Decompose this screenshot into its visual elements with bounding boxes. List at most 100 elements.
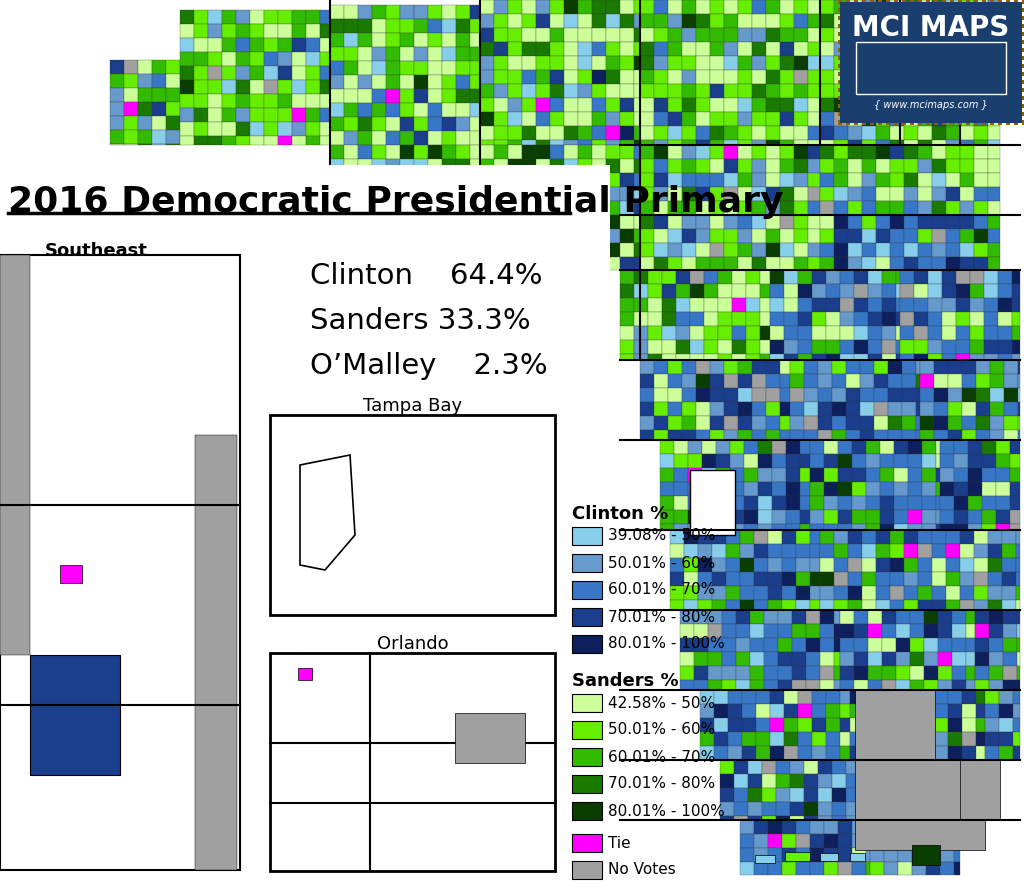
Bar (961, 760, 1000, 820)
Bar (876, 56, 890, 70)
Bar (480, 0, 494, 14)
Bar (370, 795, 384, 809)
Bar (400, 5, 414, 19)
Bar (592, 243, 606, 257)
Bar (468, 669, 482, 683)
Bar (428, 187, 442, 201)
Bar (212, 719, 226, 733)
Bar (999, 732, 1013, 746)
Bar (286, 725, 300, 739)
Bar (44, 467, 58, 481)
Bar (286, 459, 300, 473)
Bar (358, 61, 372, 75)
Bar (784, 718, 798, 732)
Bar (826, 746, 840, 760)
Bar (688, 440, 702, 454)
Bar (44, 453, 58, 467)
Bar (772, 468, 786, 482)
Bar (838, 848, 852, 862)
Bar (918, 159, 932, 173)
Bar (866, 454, 880, 468)
Bar (946, 201, 961, 215)
Bar (44, 705, 58, 719)
Bar (272, 697, 286, 711)
Bar (946, 56, 961, 70)
Bar (226, 789, 238, 803)
Bar (482, 655, 496, 669)
Bar (356, 781, 370, 795)
Bar (948, 388, 962, 402)
Bar (170, 579, 184, 593)
Bar (766, 187, 780, 201)
Bar (72, 565, 86, 579)
Bar (850, 732, 864, 746)
Bar (1010, 454, 1020, 468)
Bar (1013, 718, 1020, 732)
Bar (752, 14, 766, 28)
Bar (16, 551, 30, 565)
Bar (932, 42, 946, 56)
Bar (824, 468, 838, 482)
Bar (468, 557, 482, 571)
Bar (128, 509, 142, 523)
Bar (142, 537, 156, 551)
Bar (862, 530, 876, 544)
Bar (30, 859, 44, 868)
Bar (412, 739, 426, 753)
Bar (974, 572, 988, 586)
Bar (496, 473, 510, 487)
Bar (286, 767, 300, 781)
Bar (156, 859, 170, 868)
Bar (356, 865, 370, 869)
Bar (30, 383, 44, 397)
Bar (114, 761, 128, 775)
Bar (732, 312, 746, 326)
Bar (772, 440, 786, 454)
Bar (752, 374, 766, 388)
Bar (306, 52, 319, 66)
Bar (496, 697, 510, 711)
Bar (890, 229, 904, 243)
Bar (124, 88, 138, 102)
Bar (668, 416, 682, 430)
Bar (928, 354, 942, 360)
Bar (956, 312, 970, 326)
Bar (904, 14, 918, 28)
Bar (384, 487, 398, 501)
Bar (654, 416, 668, 430)
Bar (522, 28, 536, 42)
Bar (984, 284, 998, 298)
Bar (720, 788, 734, 802)
Bar (756, 704, 770, 718)
Bar (226, 859, 238, 868)
Bar (356, 529, 370, 543)
Bar (278, 24, 292, 38)
Bar (86, 579, 100, 593)
Bar (100, 355, 114, 369)
Bar (831, 430, 846, 440)
Bar (752, 201, 766, 215)
Bar (820, 624, 834, 638)
Bar (754, 600, 768, 610)
Bar (480, 215, 494, 229)
Bar (738, 402, 752, 416)
Bar (536, 70, 550, 84)
Bar (982, 524, 996, 530)
Bar (180, 10, 194, 24)
Bar (862, 173, 876, 187)
Bar (128, 579, 142, 593)
Bar (328, 459, 342, 473)
Bar (990, 0, 994, 2)
Bar (272, 781, 286, 795)
Bar (682, 257, 696, 270)
Bar (538, 683, 552, 697)
Bar (606, 257, 620, 270)
Bar (904, 159, 918, 173)
Bar (854, 624, 868, 638)
Bar (208, 136, 222, 145)
Bar (860, 774, 874, 788)
Bar (72, 593, 86, 607)
Bar (184, 523, 198, 537)
Bar (778, 624, 792, 638)
Bar (834, 666, 840, 680)
